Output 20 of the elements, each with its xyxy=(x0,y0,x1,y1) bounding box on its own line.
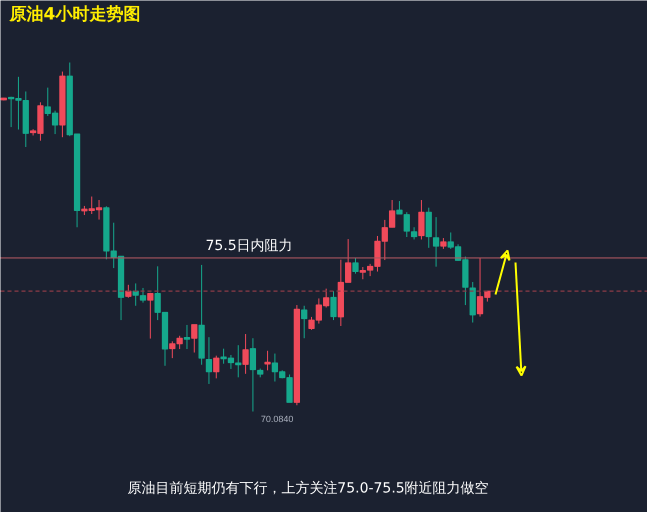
candlestick xyxy=(147,292,154,340)
candlestick xyxy=(352,258,359,274)
text: 原油目前短期仍有下行，上方关注75.0-75.5附近阻力做空 xyxy=(127,480,489,496)
ref-line-label: 75.5日内阻力 xyxy=(206,238,293,254)
candlestick xyxy=(184,324,190,350)
candlestick xyxy=(264,350,271,371)
chart-title: 原油4小时走势图 xyxy=(8,4,140,24)
candlestick xyxy=(242,334,249,374)
candlestick xyxy=(330,290,337,321)
candlestick xyxy=(410,226,418,240)
candlestick xyxy=(213,355,220,379)
candlestick xyxy=(250,338,256,412)
candlestick xyxy=(125,284,132,298)
text: 70.0840 xyxy=(260,414,294,424)
candlestick xyxy=(301,305,308,339)
candlestick xyxy=(440,238,447,250)
candlestick xyxy=(418,200,425,240)
candlestick xyxy=(206,336,212,384)
candlestick xyxy=(191,324,198,354)
candlestick xyxy=(432,216,440,268)
